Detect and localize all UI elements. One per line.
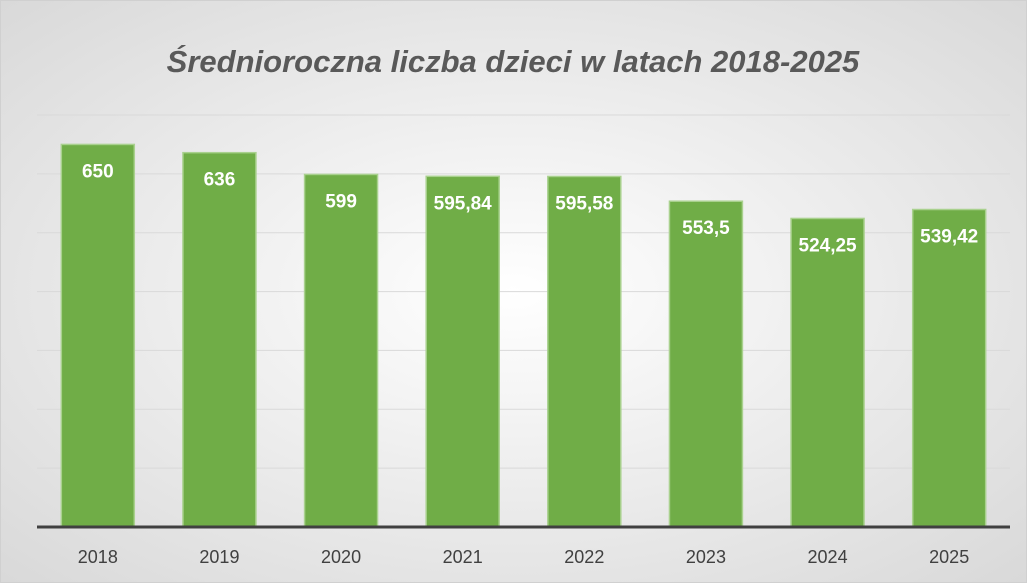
x-tick-label: 2023	[686, 547, 726, 567]
data-label: 595,58	[555, 193, 613, 214]
bar	[303, 173, 379, 528]
bar	[60, 143, 136, 528]
x-tick-label: 2024	[808, 547, 848, 567]
data-label: 539,42	[920, 227, 978, 248]
x-tick-label: 2020	[321, 547, 361, 567]
data-label: 524,25	[799, 235, 858, 256]
x-tick-label: 2022	[564, 547, 604, 567]
bar	[425, 175, 500, 528]
bar	[547, 175, 622, 528]
x-tick-label: 2025	[929, 547, 969, 567]
data-label: 636	[204, 170, 236, 191]
data-label: 553,5	[682, 218, 730, 239]
data-label: 595,84	[434, 193, 493, 214]
x-tick-label: 2021	[443, 547, 483, 567]
bar	[182, 151, 257, 528]
data-label: 599	[325, 191, 357, 212]
data-label: 650	[82, 161, 114, 182]
bar	[790, 217, 865, 528]
chart-title: Średnioroczna liczba dzieci w latach 201…	[167, 44, 860, 79]
x-tick-label: 2019	[199, 547, 239, 567]
x-tick-label: 2018	[78, 547, 118, 567]
bar	[911, 208, 987, 528]
bar	[668, 200, 744, 528]
